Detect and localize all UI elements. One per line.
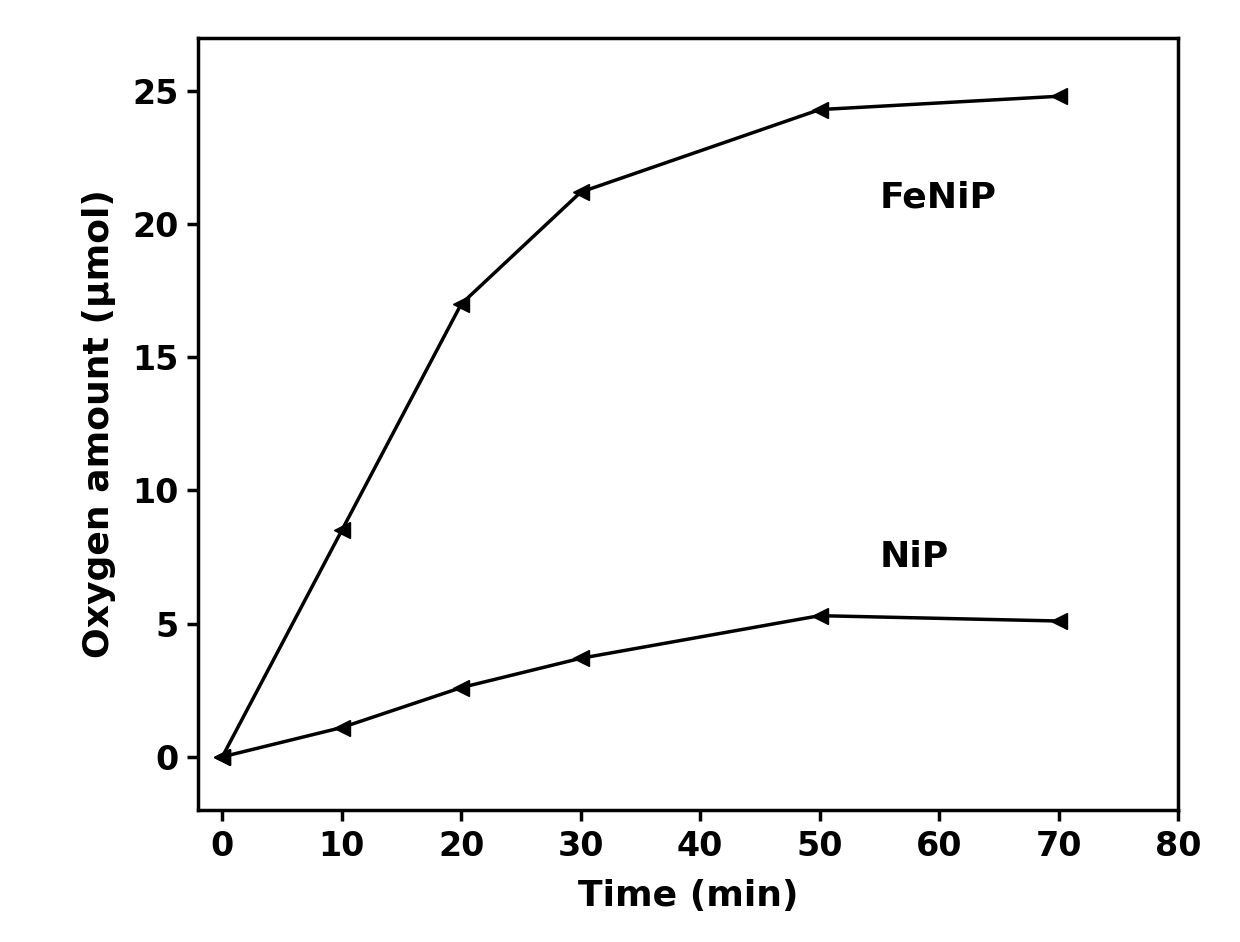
X-axis label: Time (min): Time (min) xyxy=(578,879,799,913)
Text: FeNiP: FeNiP xyxy=(879,181,997,215)
Y-axis label: Oxygen amount (μmol): Oxygen amount (μmol) xyxy=(82,189,115,658)
Text: NiP: NiP xyxy=(879,540,949,574)
